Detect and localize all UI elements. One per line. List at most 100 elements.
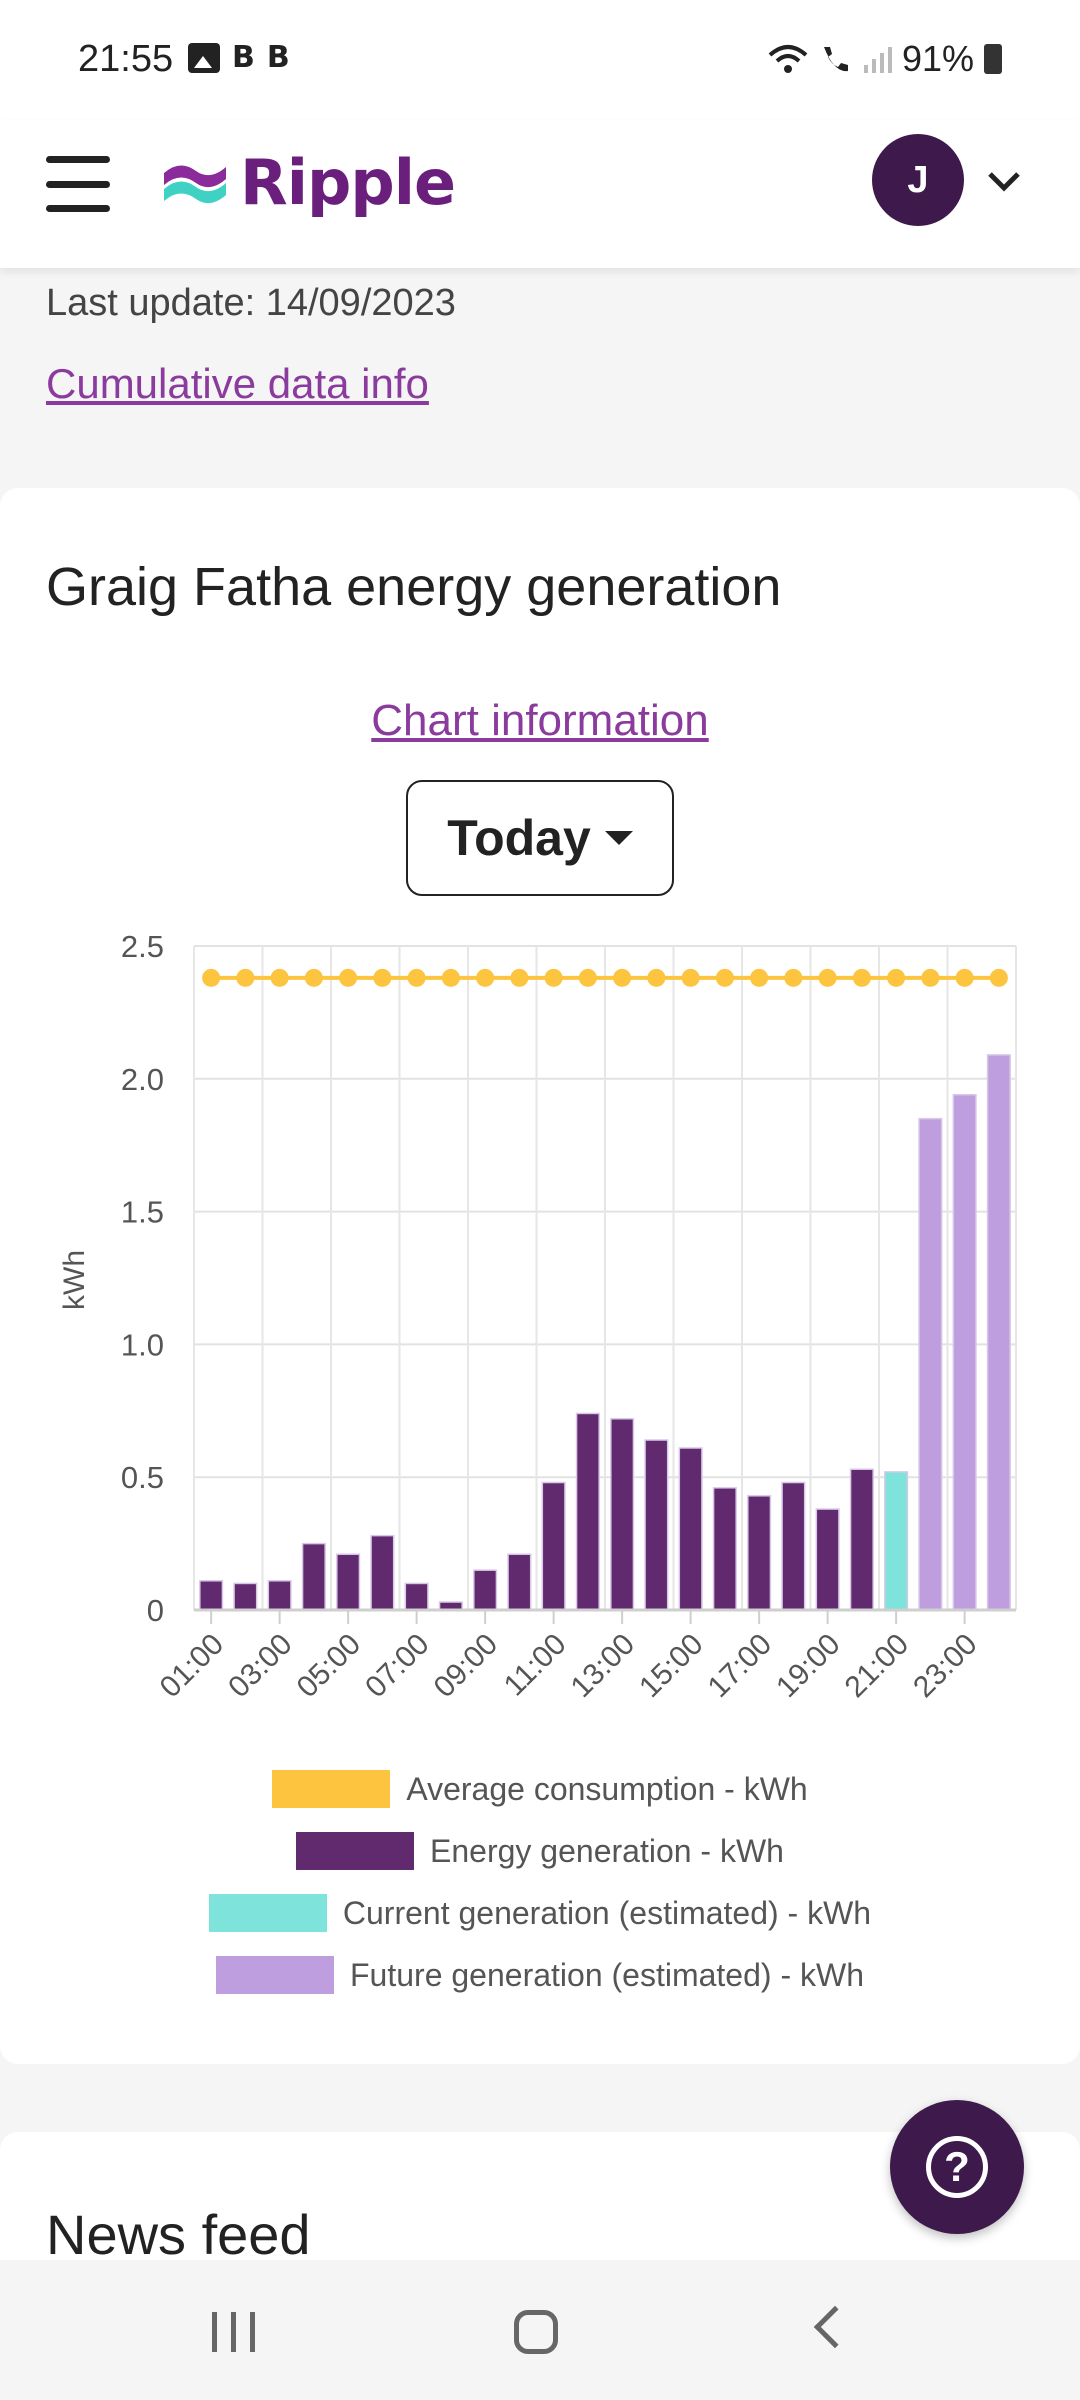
chart-legend: Average consumption - kWh Energy generati… [0, 1758, 1080, 2006]
back-icon[interactable] [813, 2305, 857, 2349]
average-consumption-point [441, 968, 460, 987]
average-consumption-point [202, 968, 221, 987]
average-consumption-point [373, 968, 392, 987]
average-consumption-point [339, 968, 358, 987]
legend-label: Future generation (estimated) - kWh [350, 1956, 864, 1993]
ripple-wave-icon [164, 164, 226, 203]
average-consumption-point [715, 968, 734, 987]
legend-item-energy-generation[interactable]: Energy generation - kWh [0, 1820, 1080, 1882]
x-tick-label: 11:00 [498, 1628, 573, 1703]
legend-label: Current generation (estimated) - kWh [342, 1894, 872, 1931]
recent-apps-icon[interactable] [212, 2312, 255, 2352]
bar-05:00 [336, 1553, 361, 1611]
battery-icon [984, 44, 1002, 74]
average-consumption-point [989, 968, 1008, 987]
bar-06:00 [370, 1534, 395, 1611]
x-tick-label: 13:00 [565, 1628, 641, 1704]
legend-item-future-generation[interactable]: Future generation (estimated) - kWh [0, 1944, 1080, 2006]
legend-label: Average consumption - kWh [406, 1770, 808, 1807]
y-tick-label: 0 [147, 1593, 164, 1628]
legend-swatch [272, 1770, 391, 1808]
news-feed-title: News feed [46, 2203, 311, 2266]
average-consumption-point [750, 968, 769, 987]
b-notification-icon: B [232, 40, 255, 75]
bar-20:00 [849, 1468, 874, 1611]
average-consumption-point [544, 968, 563, 987]
status-time: 21:55 [78, 38, 174, 80]
average-consumption-point [887, 968, 906, 987]
notification-icons: B B [188, 40, 290, 75]
bar-11:00 [541, 1481, 566, 1611]
x-tick-label: 03:00 [222, 1628, 298, 1704]
average-consumption-point [270, 968, 289, 987]
cumulative-data-info-link[interactable]: Cumulative data info [46, 360, 429, 407]
y-tick-label: 2.0 [121, 1062, 164, 1097]
y-tick-label: 1.0 [121, 1327, 164, 1362]
bar-03:00 [267, 1580, 292, 1611]
help-button[interactable]: ? [890, 2100, 1024, 2234]
average-consumption-point [921, 968, 940, 987]
bar-12:00 [575, 1412, 600, 1611]
average-consumption-point [852, 968, 871, 987]
y-axis-label: kWh [58, 1250, 91, 1310]
energy-generation-card: Graig Fatha energy generation Chart info… [0, 488, 1080, 2064]
menu-icon[interactable] [46, 156, 110, 212]
chart-information-link[interactable]: Chart information [0, 696, 1080, 746]
legend-item-current-generation[interactable]: Current generation (estimated) - kWh [0, 1882, 1080, 1944]
battery-percent: 91% [901, 38, 974, 79]
bar-16:00 [712, 1487, 737, 1611]
bar-10:00 [507, 1553, 532, 1611]
average-consumption-point [647, 968, 666, 987]
y-tick-label: 2.5 [121, 929, 164, 964]
avatar[interactable]: J [872, 134, 964, 226]
bar-07:00 [404, 1582, 429, 1611]
bar-24:00 [986, 1054, 1011, 1611]
gallery-notification-icon [188, 42, 220, 73]
chevron-down-icon[interactable] [986, 170, 1022, 194]
x-tick-label: 09:00 [428, 1628, 504, 1704]
x-tick-label: 05:00 [291, 1628, 367, 1704]
average-consumption-point [510, 968, 529, 987]
x-tick-label: 17:00 [702, 1628, 778, 1704]
home-icon[interactable] [514, 2310, 558, 2354]
bar-17:00 [747, 1495, 772, 1611]
bar-02:00 [233, 1582, 258, 1611]
average-consumption-point [407, 968, 426, 987]
average-consumption-point [955, 968, 974, 987]
bar-14:00 [644, 1439, 669, 1611]
app-header: Ripple J [0, 120, 1080, 268]
chart-information-label[interactable]: Chart information [371, 696, 709, 745]
b-notification-icon-2: B [266, 40, 290, 75]
average-consumption-point [818, 968, 837, 987]
average-consumption-point [681, 968, 700, 987]
question-icon: ? [926, 2136, 988, 2198]
legend-swatch [216, 1956, 334, 1994]
logo-text: Ripple [240, 146, 456, 219]
legend-label: Energy generation - kWh [430, 1832, 784, 1869]
average-consumption-point [304, 968, 323, 987]
legend-item-avg-consumption[interactable]: Average consumption - kWh [0, 1758, 1080, 1820]
bar-21:00 [884, 1471, 909, 1611]
legend-swatch [296, 1832, 415, 1870]
average-consumption-point [578, 968, 597, 987]
bar-15:00 [678, 1447, 703, 1611]
legend-swatch [208, 1894, 327, 1932]
bar-09:00 [473, 1569, 498, 1611]
average-consumption-point [236, 968, 255, 987]
average-consumption-point [476, 968, 495, 987]
system-icons: 91% [768, 38, 1002, 80]
x-tick-label: 01:00 [154, 1628, 230, 1704]
x-tick-label: 21:00 [839, 1628, 915, 1704]
system-nav-bar [0, 2260, 1080, 2400]
bar-01:00 [199, 1580, 224, 1611]
period-dropdown[interactable]: Today [406, 780, 674, 896]
last-update-text: Last update: 14/09/2023 [46, 282, 456, 324]
x-tick-label: 07:00 [359, 1628, 435, 1704]
x-tick-label: 23:00 [907, 1628, 983, 1704]
bar-22:00 [918, 1117, 943, 1611]
y-tick-label: 1.5 [121, 1195, 164, 1230]
period-selected: Today [447, 810, 591, 866]
x-tick-label: 15:00 [633, 1628, 709, 1704]
ripple-logo[interactable]: Ripple [160, 146, 456, 219]
bar-19:00 [815, 1508, 840, 1611]
